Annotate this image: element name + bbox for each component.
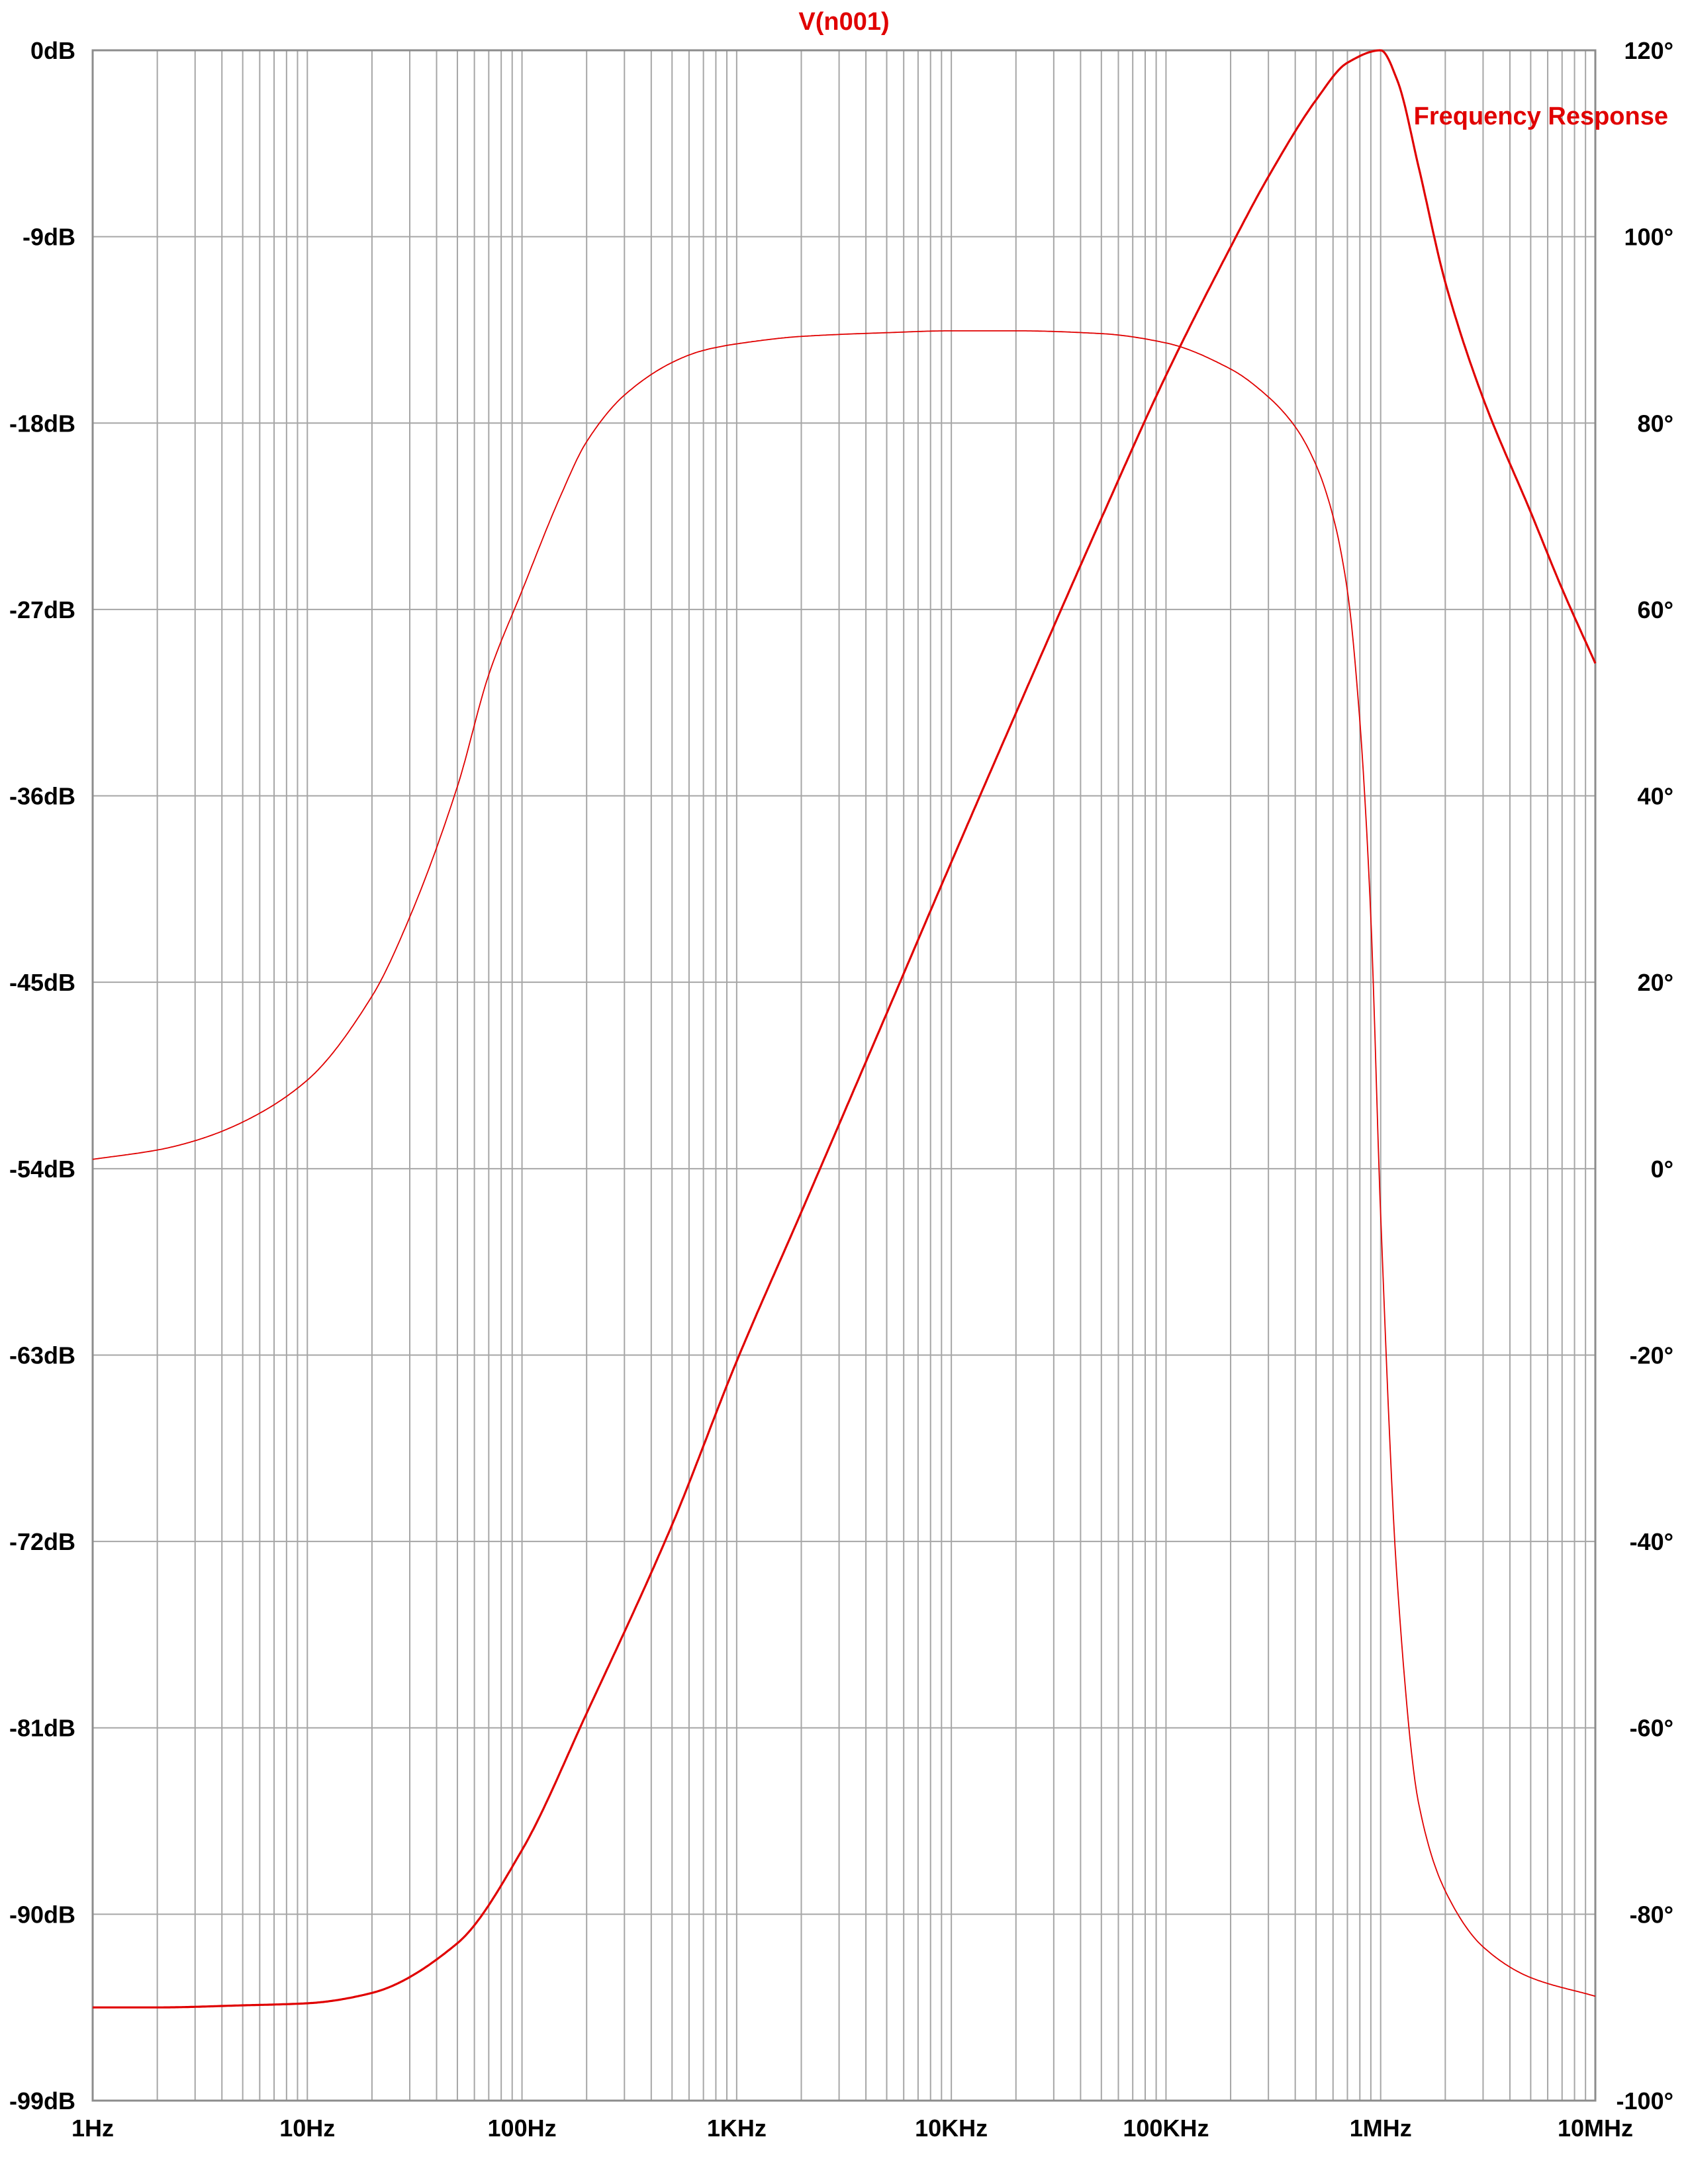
chart-annotation: Frequency Response: [1414, 103, 1668, 130]
y-tick-label-left: -81dB: [9, 1715, 75, 1742]
y-tick-label-left: -36dB: [9, 783, 75, 810]
right-axis-ticks: 120° 100° 80° 60° 40° 20° 0° -20° -40° -60° -80° -1…: [1617, 37, 1673, 2115]
x-tick-label: 100Hz: [488, 2115, 557, 2142]
y-tick-label-right: 100°: [1624, 224, 1673, 251]
y-tick-label-left: -63dB: [9, 1342, 75, 1369]
y-tick-label-right: -80°: [1630, 1901, 1673, 1928]
y-tick-label-left: -18dB: [9, 410, 75, 437]
magnitude-trace: [93, 49, 1597, 2009]
y-tick-label-left: -9dB: [23, 224, 75, 251]
y-tick-label-right: -60°: [1630, 1715, 1673, 1742]
y-tick-label-right: 40°: [1638, 783, 1673, 810]
y-tick-label-left: -45dB: [9, 969, 75, 996]
y-tick-label-left: -72dB: [9, 1528, 75, 1555]
vertical-grid: [92, 50, 1596, 2101]
x-tick-label: 100KHz: [1123, 2115, 1209, 2142]
y-tick-label-right: 20°: [1638, 969, 1673, 996]
horizontal-grid: [93, 50, 1595, 2101]
y-tick-label-right: -100°: [1617, 2087, 1673, 2115]
x-axis-ticks: 1Hz 10Hz 100Hz 1KHz 10KHz 100KHz 1MHz 10MHz: [71, 2115, 1633, 2142]
chart-title: V(n001): [798, 8, 889, 36]
y-tick-label-left: -90dB: [9, 1901, 75, 1928]
phase-trace: [92, 330, 1596, 1997]
y-tick-label-right: -20°: [1630, 1342, 1673, 1369]
x-tick-label: 10Hz: [279, 2115, 335, 2142]
plot-frame: [91, 49, 1597, 2102]
x-tick-label: 1MHz: [1350, 2115, 1412, 2142]
x-tick-label: 1KHz: [707, 2115, 767, 2142]
left-axis-ticks: 0dB -9dB -18dB -27dB -36dB -45dB -54dB -63dB -72…: [9, 37, 75, 2115]
y-tick-label-left: -99dB: [9, 2087, 75, 2115]
traces: [92, 49, 1597, 2009]
y-tick-label-right: 120°: [1624, 37, 1673, 64]
y-tick-label-right: -40°: [1630, 1528, 1673, 1555]
y-tick-label-right: 80°: [1638, 410, 1673, 437]
x-tick-label: 1Hz: [71, 2115, 114, 2142]
y-tick-label-right: 0°: [1651, 1156, 1673, 1183]
y-tick-label-left: -54dB: [9, 1156, 75, 1183]
y-tick-label-left: -27dB: [9, 596, 75, 623]
y-tick-label-right: 60°: [1638, 596, 1673, 623]
x-tick-label: 10MHz: [1558, 2115, 1633, 2142]
y-tick-label-left: 0dB: [30, 37, 75, 64]
x-tick-label: 10KHz: [915, 2115, 988, 2142]
